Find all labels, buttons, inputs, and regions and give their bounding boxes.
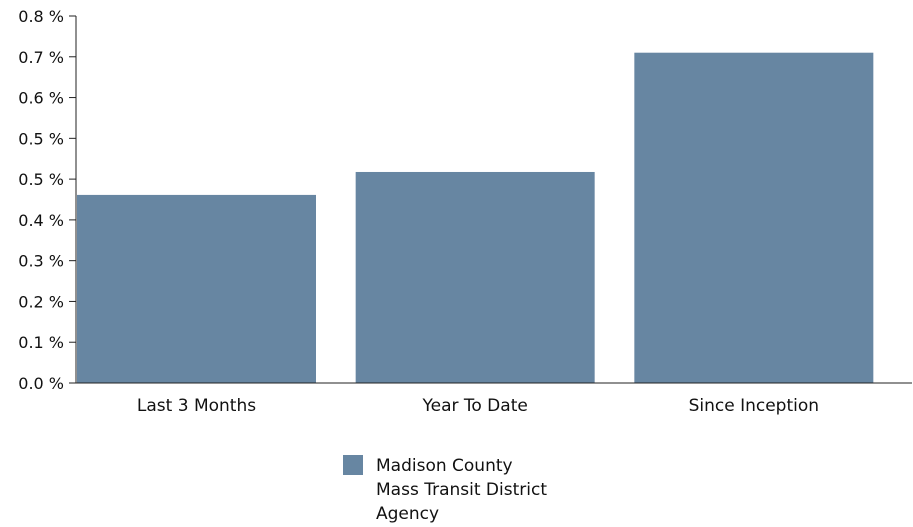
bar (77, 194, 316, 383)
y-tick-label: 0.8 % (18, 7, 64, 26)
x-tick-label: Year To Date (421, 396, 527, 416)
y-tick-label: 0.2 % (18, 292, 64, 311)
legend-label-line: Madison County (376, 456, 513, 476)
y-tick-label: 0.1 % (18, 333, 64, 352)
x-axis: Last 3 Months Year To Date Since Inception (76, 382, 912, 416)
legend: Madison County Mass Transit District Agenc… (343, 455, 547, 524)
legend-swatch (343, 455, 363, 475)
x-tick-label: Since Inception (689, 396, 819, 416)
bars (77, 52, 874, 383)
y-tick-label: 0.6 % (18, 89, 64, 108)
x-tick-label: Last 3 Months (137, 396, 256, 416)
legend-label: Madison County Mass Transit District Agenc… (376, 456, 547, 524)
legend-label-line: Mass Transit District (376, 480, 547, 500)
y-tick-label: 0.0 % (18, 374, 64, 393)
y-axis: 0.0 % 0.1 % 0.2 % 0.3 % 0.4 % 0.5 % 0.5 % 0.6 %… (18, 7, 77, 393)
y-tick-label: 0.4 % (18, 211, 64, 230)
y-tick-label: 0.5 % (18, 170, 64, 189)
bar (634, 52, 874, 383)
y-tick-label: 0.7 % (18, 48, 64, 67)
bar (355, 171, 595, 383)
legend-label-line: Agency (376, 504, 439, 524)
y-tick-label: 0.5 % (18, 129, 64, 148)
y-tick-label: 0.3 % (18, 252, 64, 271)
